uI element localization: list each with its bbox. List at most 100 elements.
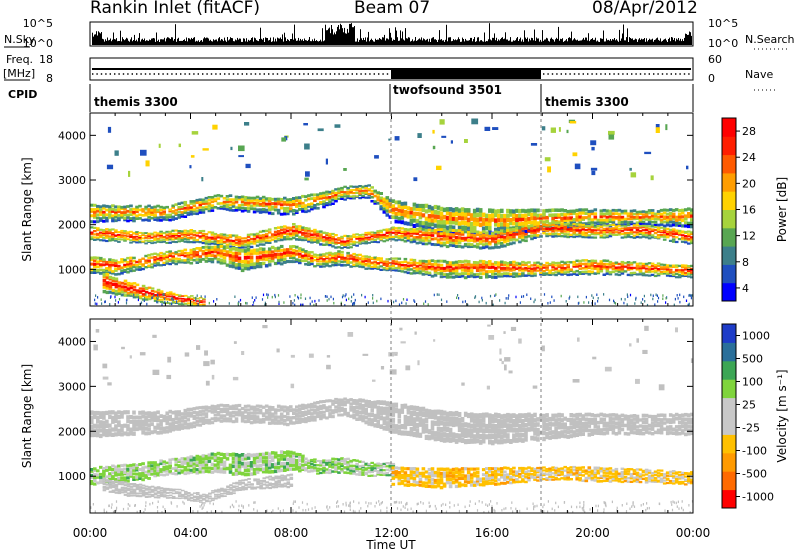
nsky-bar xyxy=(401,38,402,45)
noise-cell xyxy=(665,301,667,304)
echo-cell xyxy=(674,276,679,279)
echo-cell xyxy=(684,237,688,240)
echo-cell xyxy=(545,227,549,231)
echo-cell xyxy=(430,263,435,266)
echo-cell xyxy=(255,259,260,263)
echo-cell xyxy=(252,262,257,266)
echo-cell xyxy=(494,237,498,241)
echo-cell xyxy=(186,230,191,233)
echo-cell xyxy=(391,228,396,231)
echo-cell xyxy=(144,236,148,239)
echo-cell xyxy=(632,217,637,221)
echo-cell xyxy=(181,300,185,302)
echo-cell xyxy=(174,293,179,296)
nsky-bar xyxy=(116,38,117,45)
echo-cell xyxy=(656,234,661,237)
echo-cell xyxy=(313,415,317,419)
echo-cell xyxy=(273,247,278,251)
echo-cell xyxy=(189,422,194,426)
echo-cell xyxy=(469,238,474,242)
echo-cell xyxy=(213,242,218,245)
nsky-bar xyxy=(173,40,174,45)
echo-cell xyxy=(584,216,589,220)
echo-cell xyxy=(123,410,127,415)
nsky-bar xyxy=(503,39,504,45)
echo-cell xyxy=(177,300,182,302)
echo-cell xyxy=(596,264,601,268)
nsky-bar xyxy=(329,27,330,45)
echo-cell xyxy=(255,404,260,408)
echo-cell xyxy=(162,263,166,266)
echo-cell xyxy=(358,257,362,260)
echo-cell xyxy=(469,229,474,233)
sparse-echo xyxy=(655,124,660,128)
echo-cell xyxy=(551,232,555,236)
echo-cell xyxy=(159,256,163,259)
noise-cell xyxy=(195,298,197,302)
echo-cell xyxy=(448,212,453,217)
echo-cell xyxy=(141,410,145,415)
echo-cell xyxy=(358,187,362,190)
nsky-bar xyxy=(212,41,213,45)
nsky-tick-low: 10^0 xyxy=(23,37,53,50)
echo-cell xyxy=(138,415,142,420)
echo-cell xyxy=(141,257,145,260)
echo-cell xyxy=(403,221,408,226)
echo-cell xyxy=(267,412,272,416)
echo-cell xyxy=(605,262,610,266)
echo-cell xyxy=(343,193,347,196)
echo-cell xyxy=(415,269,420,273)
echo-cell xyxy=(364,196,368,199)
echo-cell xyxy=(279,412,284,416)
echo-cell xyxy=(659,233,664,236)
echo-cell xyxy=(135,208,139,211)
nsky-bar xyxy=(404,40,405,45)
echo-cell xyxy=(135,264,139,267)
echo-cell xyxy=(273,418,278,422)
echo-cell xyxy=(267,256,272,260)
echo-cell xyxy=(286,212,290,216)
echo-cell xyxy=(687,214,691,219)
echo-cell xyxy=(219,194,224,198)
echo-cell xyxy=(228,417,233,421)
echo-cell xyxy=(608,260,613,264)
nsky-bar xyxy=(187,41,188,45)
nsky-bar xyxy=(486,41,487,45)
echo-cell xyxy=(273,208,278,212)
echo-cell xyxy=(301,201,305,205)
echo-cell xyxy=(584,225,589,228)
echo-cell xyxy=(684,235,688,238)
echo-cell xyxy=(195,261,200,264)
echo-cell xyxy=(171,300,176,303)
echo-cell xyxy=(196,297,200,300)
echo-cell xyxy=(328,203,332,206)
echo-cell xyxy=(397,261,402,264)
echo-cell xyxy=(524,261,528,265)
echo-cell xyxy=(680,230,685,233)
echo-cell xyxy=(147,264,151,267)
echo-cell xyxy=(488,226,492,231)
sparse-echo xyxy=(471,118,479,125)
echo-cell xyxy=(346,246,350,249)
echo-cell xyxy=(340,257,344,261)
echo-cell xyxy=(213,256,218,260)
nsky-bar xyxy=(689,31,690,45)
echo-cell xyxy=(388,231,393,234)
sparse-echo xyxy=(191,131,199,135)
echo-cell xyxy=(334,241,338,244)
echo-cell xyxy=(548,262,552,266)
echo-cell xyxy=(298,414,302,418)
echo-cell xyxy=(521,269,525,272)
nsky-bar xyxy=(154,38,155,45)
echo-cell xyxy=(319,192,323,195)
echo-cell xyxy=(313,265,317,268)
echo-cell xyxy=(340,237,344,240)
echo-cell xyxy=(385,231,390,234)
echo-cell xyxy=(264,208,269,212)
echo-cell xyxy=(364,231,368,234)
echo-cell xyxy=(171,240,175,243)
echo-cell xyxy=(382,200,387,204)
echo-cell xyxy=(418,236,423,239)
nsky-bar xyxy=(469,40,470,45)
